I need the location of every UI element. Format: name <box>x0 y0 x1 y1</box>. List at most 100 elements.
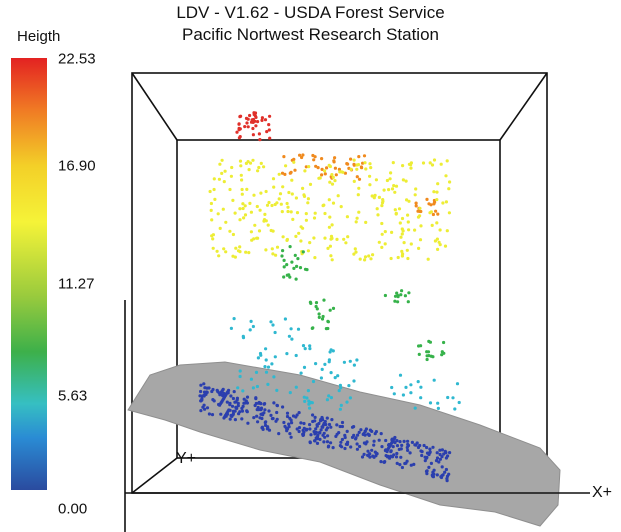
lidar-point <box>393 208 397 212</box>
lidar-point <box>283 172 287 176</box>
lidar-point <box>269 228 273 233</box>
lidar-point <box>357 210 361 214</box>
lidar-point <box>304 165 308 169</box>
lidar-point <box>353 247 357 251</box>
lidar-point <box>212 399 216 403</box>
lidar-point <box>315 307 319 311</box>
lidar-point <box>212 187 216 192</box>
lidar-point <box>342 360 346 364</box>
lidar-point <box>325 440 330 444</box>
legend-tick-max: 22.53 <box>58 50 96 68</box>
lidar-point <box>430 163 435 167</box>
lidar-point <box>382 188 386 192</box>
lidar-point <box>255 236 259 240</box>
lidar-point <box>272 375 276 379</box>
box-edge <box>131 457 178 494</box>
lidar-point <box>413 193 417 197</box>
lidar-point <box>290 337 294 341</box>
lidar-point <box>354 220 358 224</box>
lidar-point <box>338 407 342 411</box>
lidar-point <box>352 363 356 367</box>
lidar-point <box>376 213 380 217</box>
lidar-point <box>377 195 381 199</box>
lidar-point <box>398 373 403 377</box>
lidar-point <box>295 264 299 268</box>
lidar-point <box>387 442 391 447</box>
lidar-point <box>409 242 413 246</box>
lidar-point <box>275 403 279 407</box>
lidar-point <box>358 444 362 449</box>
lidar-point <box>327 422 332 427</box>
lidar-point <box>415 441 419 445</box>
lidar-point <box>401 178 405 182</box>
lidar-point <box>429 461 433 465</box>
lidar-point <box>445 229 449 233</box>
lidar-point <box>330 418 334 422</box>
lidar-point <box>395 444 400 448</box>
lidar-point <box>264 347 268 351</box>
lidar-point <box>207 386 211 390</box>
lidar-point <box>291 414 296 418</box>
lidar-point <box>288 275 292 279</box>
lidar-point <box>425 472 429 476</box>
lidar-point <box>301 186 305 190</box>
lidar-point <box>455 382 460 386</box>
lidar-point <box>338 424 342 429</box>
lidar-point <box>371 253 375 257</box>
lidar-point <box>256 420 260 424</box>
lidar-point <box>372 196 376 200</box>
lidar-point <box>368 455 372 459</box>
lidar-point <box>287 422 291 426</box>
lidar-point <box>202 403 206 407</box>
lidar-point <box>399 235 403 239</box>
lidar-point <box>346 235 350 239</box>
lidar-point <box>285 414 290 419</box>
lidar-point <box>323 419 327 424</box>
lidar-point <box>432 158 437 162</box>
lidar-point <box>379 432 383 436</box>
lidar-point <box>289 327 293 331</box>
lidar-point <box>254 401 258 406</box>
lidar-point <box>301 433 306 437</box>
lidar-point <box>435 221 439 225</box>
lidar-point <box>328 350 332 354</box>
lidar-point <box>308 401 312 405</box>
lidar-point <box>302 395 306 399</box>
lidar-point <box>362 452 366 456</box>
lidar-point <box>367 254 371 258</box>
lidar-point <box>343 171 347 175</box>
lidar-point <box>266 365 271 369</box>
lidar-point <box>290 192 294 196</box>
lidar-point <box>438 457 442 461</box>
lidar-point <box>320 173 324 177</box>
lidar-point <box>296 257 300 261</box>
lidar-point <box>270 203 274 208</box>
lidar-point <box>440 350 444 354</box>
lidar-point <box>360 455 365 459</box>
lidar-point <box>277 172 281 176</box>
legend-tick-high: 16.90 <box>58 157 96 175</box>
lidar-point <box>248 328 252 332</box>
lidar-point <box>374 178 378 182</box>
lidar-point <box>248 161 253 165</box>
lidar-point <box>409 463 413 467</box>
lidar-point <box>355 442 359 446</box>
lidar-point <box>224 250 228 254</box>
lidar-point <box>228 229 232 233</box>
lidar-point <box>264 248 268 252</box>
lidar-point <box>404 385 408 389</box>
lidar-point <box>390 437 394 441</box>
lidar-point <box>308 344 312 348</box>
lidar-point <box>377 438 381 442</box>
title-line-1: LDV - V1.62 - USDA Forest Service <box>176 3 445 22</box>
lidar-point <box>294 234 298 238</box>
lidar-point <box>237 122 241 126</box>
lidar-point <box>345 400 349 404</box>
lidar-point <box>295 413 299 417</box>
lidar-point <box>263 365 267 369</box>
lidar-point <box>335 237 339 241</box>
lidar-point <box>233 418 237 422</box>
lidar-point <box>430 223 434 227</box>
lidar-point <box>260 416 264 421</box>
